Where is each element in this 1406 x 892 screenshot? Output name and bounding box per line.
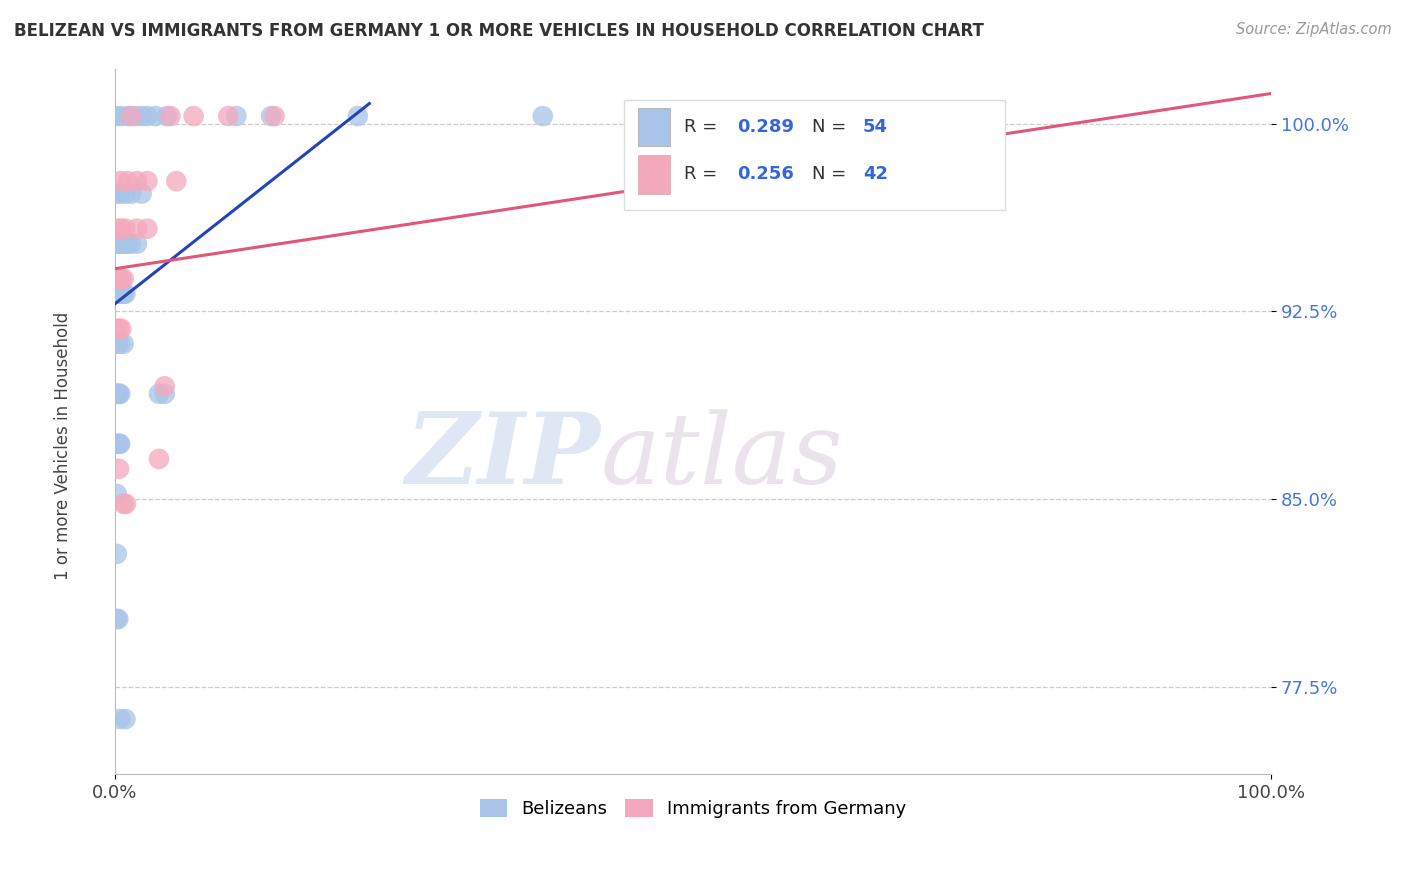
- Point: [260, 109, 283, 123]
- Text: 1 or more Vehicles in Household: 1 or more Vehicles in Household: [55, 312, 72, 580]
- Point: [225, 109, 247, 123]
- Point: [346, 109, 368, 123]
- Text: 0.256: 0.256: [737, 165, 794, 184]
- FancyBboxPatch shape: [637, 155, 669, 194]
- Point: [105, 487, 128, 501]
- Point: [114, 712, 136, 726]
- Point: [105, 386, 128, 401]
- Point: [107, 286, 129, 301]
- Point: [107, 437, 129, 451]
- Point: [125, 109, 148, 123]
- Point: [118, 109, 141, 123]
- Point: [153, 379, 176, 393]
- Point: [131, 109, 153, 123]
- Text: BELIZEAN VS IMMIGRANTS FROM GERMANY 1 OR MORE VEHICLES IN HOUSEHOLD CORRELATION : BELIZEAN VS IMMIGRANTS FROM GERMANY 1 OR…: [14, 22, 984, 40]
- Point: [148, 386, 170, 401]
- Text: ZIP: ZIP: [405, 409, 600, 505]
- Point: [110, 336, 132, 351]
- Text: 54: 54: [863, 118, 889, 136]
- Point: [108, 462, 131, 476]
- Point: [120, 186, 142, 201]
- Point: [125, 174, 148, 188]
- Point: [136, 221, 159, 235]
- Point: [114, 221, 136, 235]
- Point: [120, 236, 142, 251]
- Text: 42: 42: [863, 165, 889, 184]
- Point: [112, 497, 135, 511]
- Point: [110, 186, 132, 201]
- Text: 0.289: 0.289: [737, 118, 794, 136]
- Point: [125, 221, 148, 235]
- Text: R =: R =: [683, 118, 723, 136]
- Point: [111, 109, 134, 123]
- Point: [112, 271, 135, 285]
- Point: [110, 386, 132, 401]
- Legend: Belizeans, Immigrants from Germany: Belizeans, Immigrants from Germany: [472, 791, 914, 825]
- Point: [531, 109, 554, 123]
- Point: [110, 236, 132, 251]
- Point: [165, 174, 187, 188]
- Point: [117, 174, 139, 188]
- Text: N =: N =: [813, 118, 852, 136]
- Point: [108, 286, 131, 301]
- Point: [115, 497, 138, 511]
- Point: [120, 109, 142, 123]
- Point: [217, 109, 239, 123]
- Point: [131, 186, 153, 201]
- Point: [105, 271, 128, 285]
- Point: [111, 286, 134, 301]
- Point: [105, 109, 128, 123]
- Point: [114, 286, 136, 301]
- Point: [110, 221, 132, 235]
- Point: [107, 236, 129, 251]
- Point: [107, 386, 129, 401]
- Point: [114, 186, 136, 201]
- Point: [114, 236, 136, 251]
- Point: [110, 322, 132, 336]
- FancyBboxPatch shape: [624, 100, 1005, 210]
- Point: [108, 386, 131, 401]
- Point: [108, 322, 131, 336]
- Point: [110, 174, 132, 188]
- Point: [125, 236, 148, 251]
- Point: [105, 186, 128, 201]
- Text: Source: ZipAtlas.com: Source: ZipAtlas.com: [1236, 22, 1392, 37]
- Point: [110, 236, 132, 251]
- Point: [105, 286, 128, 301]
- Point: [105, 612, 128, 626]
- Point: [112, 236, 135, 251]
- Point: [107, 336, 129, 351]
- Point: [148, 451, 170, 466]
- Point: [110, 712, 132, 726]
- Point: [112, 336, 135, 351]
- Point: [110, 271, 132, 285]
- Point: [108, 437, 131, 451]
- Point: [153, 386, 176, 401]
- Point: [183, 109, 205, 123]
- Point: [105, 336, 128, 351]
- Text: atlas: atlas: [600, 409, 844, 504]
- Point: [112, 286, 135, 301]
- Point: [136, 109, 159, 123]
- Point: [156, 109, 179, 123]
- Point: [107, 612, 129, 626]
- Point: [108, 236, 131, 251]
- FancyBboxPatch shape: [637, 108, 669, 146]
- Point: [136, 174, 159, 188]
- Point: [107, 221, 129, 235]
- Text: N =: N =: [813, 165, 852, 184]
- Point: [110, 286, 132, 301]
- Point: [110, 286, 132, 301]
- Point: [105, 547, 128, 561]
- Point: [105, 322, 128, 336]
- Point: [159, 109, 181, 123]
- Point: [263, 109, 285, 123]
- Point: [110, 437, 132, 451]
- Text: R =: R =: [683, 165, 723, 184]
- Point: [117, 236, 139, 251]
- Point: [108, 271, 131, 285]
- Point: [145, 109, 167, 123]
